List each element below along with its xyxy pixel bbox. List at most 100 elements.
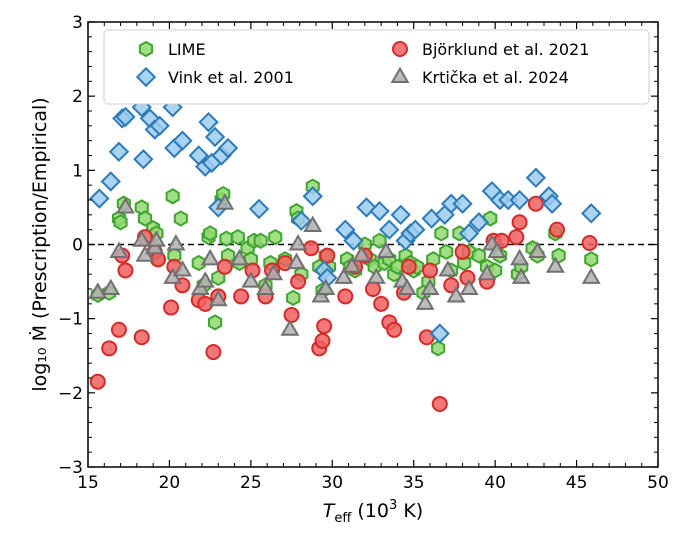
triangle-data-point: [166, 234, 186, 251]
x-label-rest: (10: [351, 500, 389, 522]
legend-box: [103, 29, 650, 105]
circle-data-point: [549, 221, 566, 238]
axis-ticks: 15 20 25 30 35 40 45 50 −3 −2 −1 0 1 2 3: [58, 13, 669, 493]
diamond-data-point: [100, 171, 121, 192]
hexagon-data-point: [113, 214, 128, 231]
circle-data-point: [431, 395, 448, 412]
triangle-data-point: [172, 260, 192, 277]
triangle-data-point: [528, 241, 547, 258]
triangle-data-point: [88, 282, 108, 299]
hexagon-data-point: [219, 230, 234, 247]
triangle-data-point: [288, 234, 308, 251]
x-label-unit: K): [397, 500, 423, 522]
diamond-data-point: [217, 137, 239, 159]
triangle-data-point: [109, 241, 129, 258]
legend-marker-hexagon: [138, 40, 154, 58]
triangle-data-point: [376, 241, 396, 258]
hexagon-data-point: [286, 289, 301, 307]
x-tick-label: 15: [77, 473, 99, 493]
x-tick-label: 30: [321, 473, 343, 493]
triangle-data-point: [195, 271, 215, 288]
diamond-data-point: [429, 323, 450, 344]
x-tick-label: 40: [484, 473, 506, 493]
y-axis-label: log₁₀ Ṁ (Prescription/Empirical): [28, 97, 51, 391]
triangle-data-point: [229, 248, 249, 266]
circle-data-point: [422, 262, 438, 279]
y-tick-label: −3: [58, 458, 83, 478]
hexagon-data-point: [208, 314, 223, 331]
triangle-data-point: [241, 271, 261, 288]
circle-data-point: [216, 258, 233, 275]
circle-data-point: [400, 258, 417, 275]
circle-data-point: [365, 281, 381, 297]
diamond-data-point: [335, 219, 356, 240]
circle-data-point: [386, 321, 403, 338]
series-diamond: [89, 97, 602, 344]
hexagon-data-point: [268, 228, 283, 246]
legend-label: LIME: [168, 40, 206, 59]
hexagon-data-point: [434, 225, 449, 242]
triangle-data-point: [132, 230, 152, 247]
circle-data-point: [150, 251, 167, 268]
hexagon-data-point: [230, 228, 245, 246]
circle-data-point: [117, 262, 134, 279]
circle-data-point: [314, 332, 331, 349]
diamond-data-point: [525, 167, 547, 188]
x-tick-label: 25: [240, 473, 262, 493]
diamond-data-point: [89, 188, 110, 209]
x-label-sub: eff: [334, 511, 352, 526]
series-circle: [89, 195, 598, 412]
diamond-data-point: [302, 186, 323, 207]
triangle-data-point: [334, 267, 354, 284]
x-axis-label: Teff (103 K): [323, 498, 423, 526]
circle-data-point: [581, 235, 598, 252]
circle-data-point: [110, 321, 127, 338]
hexagon-data-point: [431, 340, 446, 357]
y-tick-label: 1: [72, 161, 83, 181]
circle-data-point: [303, 240, 320, 257]
x-label-main: T: [323, 500, 336, 522]
diamond-data-point: [452, 193, 473, 214]
legend-marker-circle: [392, 41, 408, 57]
triangle-data-point: [200, 248, 220, 266]
x-tick-label: 50: [647, 473, 669, 493]
x-tick-label: 35: [403, 473, 425, 493]
triangle-data-point: [208, 289, 228, 307]
hexagon-data-point: [439, 243, 454, 261]
triangle-data-point: [256, 278, 275, 295]
triangle-data-point: [316, 278, 336, 295]
circle-data-point: [133, 329, 150, 346]
circle-data-point: [197, 295, 214, 312]
y-tick-label: −2: [58, 384, 83, 404]
series-triangle: [88, 193, 601, 336]
legend-label: Krtička et al. 2024: [422, 68, 569, 87]
hexagon-data-point: [137, 210, 153, 227]
triangle-data-point: [397, 278, 417, 295]
diamond-data-point: [541, 193, 563, 214]
triangle-data-point: [420, 278, 440, 295]
hexagon-data-point: [165, 188, 180, 205]
diamond-data-point: [369, 200, 390, 222]
hexagon-data-point: [173, 210, 188, 227]
diamond-data-point: [172, 130, 193, 151]
diamond-data-point: [248, 198, 270, 220]
legend-marker-triangle: [390, 66, 410, 83]
diamond-data-point: [291, 210, 312, 231]
hexagon-data-point: [372, 232, 387, 249]
diamond-data-point: [343, 230, 364, 251]
triangle-data-point: [511, 267, 531, 284]
circle-data-point: [373, 295, 390, 312]
circle-data-point: [337, 288, 354, 305]
triangle-data-point: [215, 193, 235, 210]
circle-data-point: [319, 247, 336, 264]
circle-data-point: [283, 306, 300, 323]
circle-data-point: [163, 299, 180, 316]
triangle-data-point: [487, 241, 507, 258]
circle-data-point: [89, 373, 106, 390]
circle-data-point: [454, 243, 471, 260]
hexagon-data-point: [471, 247, 486, 264]
diamond-data-point: [581, 203, 602, 224]
hexagon-data-point: [203, 225, 218, 242]
diamond-data-point: [108, 141, 130, 162]
